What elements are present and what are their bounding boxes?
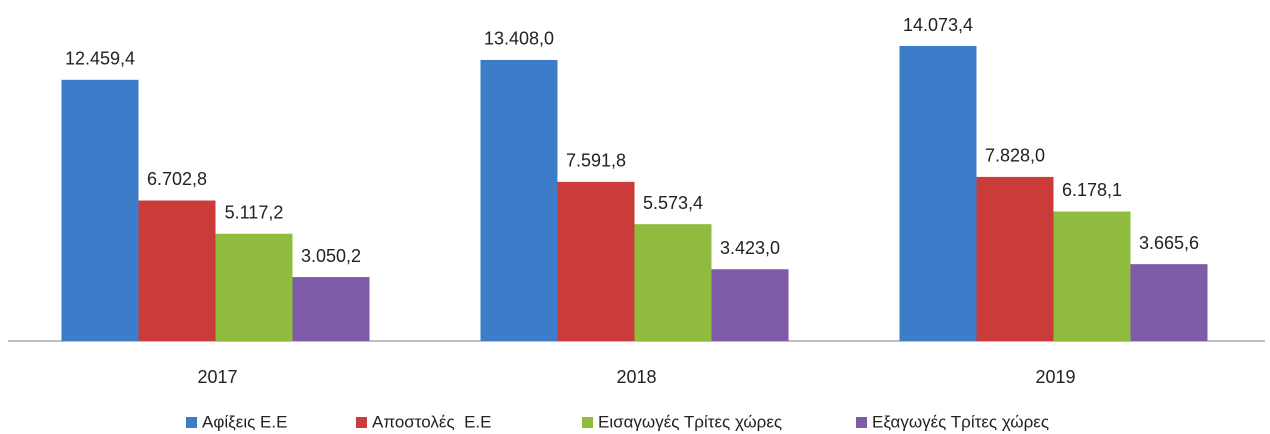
legend-label: Αφίξεις Ε.Ε <box>202 412 287 431</box>
data-label: 3.050,2 <box>301 246 361 266</box>
bar <box>711 269 789 341</box>
legend-swatch <box>856 417 867 428</box>
bar <box>899 46 977 341</box>
data-label: 6.178,1 <box>1062 180 1122 200</box>
legend-swatch <box>356 417 367 428</box>
x-tick-label: 2017 <box>197 367 237 387</box>
legend-swatch <box>582 417 593 428</box>
data-label: 3.423,0 <box>720 238 780 258</box>
bar <box>1053 211 1131 341</box>
data-label: 6.702,8 <box>147 169 207 189</box>
bar <box>480 59 558 341</box>
legend-label: Εξαγωγές Τρίτες χώρες <box>872 412 1049 431</box>
bar <box>292 277 370 341</box>
x-tick-label: 2019 <box>1035 367 1075 387</box>
bar <box>976 176 1054 341</box>
data-label: 5.117,2 <box>225 202 284 222</box>
bar <box>1130 264 1208 341</box>
data-label: 12.459,4 <box>65 49 135 69</box>
bar <box>557 181 635 341</box>
data-label: 7.828,0 <box>985 146 1045 166</box>
data-label: 7.591,8 <box>566 151 626 171</box>
data-label: 13.408,0 <box>484 29 554 49</box>
data-label: 14.073,4 <box>903 15 973 35</box>
bar <box>61 79 139 341</box>
bar <box>215 233 293 341</box>
data-label: 3.665,6 <box>1139 233 1199 253</box>
legend-label: Αποστολές Ε.Ε <box>372 412 492 431</box>
bar <box>138 200 216 341</box>
legend-swatch <box>186 417 197 428</box>
bar <box>634 224 712 341</box>
data-label: 5.573,4 <box>643 193 703 213</box>
legend-label: Εισαγωγές Τρίτες χώρες <box>598 412 782 431</box>
x-tick-label: 2018 <box>616 367 656 387</box>
